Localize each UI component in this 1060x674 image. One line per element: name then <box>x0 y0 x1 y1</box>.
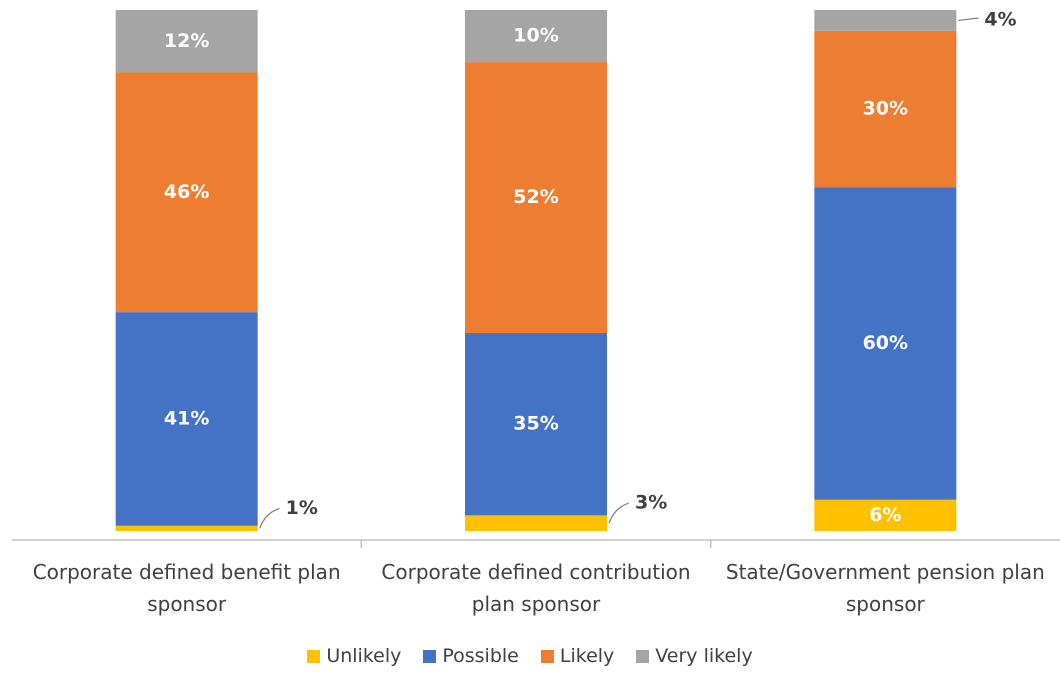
data-label: 46% <box>164 181 209 203</box>
legend-swatch <box>423 649 437 663</box>
bar-segment <box>814 10 957 31</box>
data-label: 30% <box>863 97 908 119</box>
data-label: 3% <box>635 492 667 514</box>
legend-item: Very likely <box>636 645 753 667</box>
bar-segment <box>115 72 258 313</box>
legend-label: Likely <box>559 645 615 667</box>
data-label: 35% <box>513 413 558 435</box>
bar-segment <box>465 515 607 531</box>
bar-segment <box>115 10 258 73</box>
data-label: 10% <box>513 25 558 47</box>
legend-item: Possible <box>423 645 519 667</box>
legend-swatch <box>540 649 554 663</box>
leader-line <box>608 502 630 524</box>
bar-segment <box>465 10 607 63</box>
bar-segment <box>814 30 957 188</box>
data-label: 41% <box>164 407 209 429</box>
bar-segment <box>465 333 607 516</box>
data-label: 4% <box>984 9 1016 31</box>
legend-item: Likely <box>540 645 615 667</box>
x-tick-label: Corporate defined benefit plan sponsor <box>32 560 341 616</box>
legend-label: Possible <box>442 645 519 667</box>
legend: Unlikely Possible Likely Very likely <box>0 645 1060 667</box>
data-label: 1% <box>286 497 318 519</box>
bar-segment <box>814 187 957 500</box>
legend-swatch <box>636 649 650 663</box>
legend-swatch <box>307 649 321 663</box>
data-label: 6% <box>869 504 901 526</box>
bar-segment <box>814 499 957 531</box>
legend-item: Unlikely <box>307 645 401 667</box>
data-label: 52% <box>513 186 558 208</box>
bar-segment <box>465 62 607 334</box>
data-label: 60% <box>863 332 908 354</box>
leader-line <box>259 507 280 529</box>
legend-label: Unlikely <box>326 645 402 667</box>
data-label: 12% <box>164 30 209 52</box>
x-tick-label: Corporate defined contribution plan spon… <box>381 560 691 616</box>
legend-label: Very likely <box>655 645 753 667</box>
x-tick-label: State/Government pension plan sponsor <box>725 560 1045 616</box>
bar-segment <box>115 525 258 531</box>
bar-segment <box>115 312 258 526</box>
leader-line <box>958 17 979 22</box>
